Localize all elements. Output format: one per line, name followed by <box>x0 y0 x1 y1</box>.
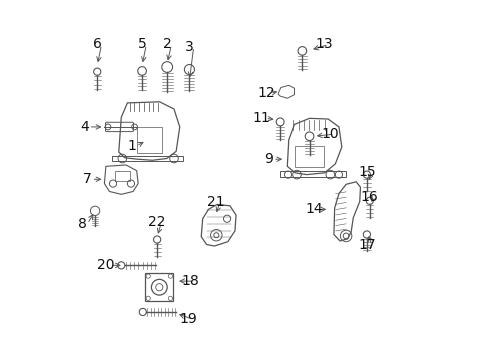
Text: 19: 19 <box>179 312 197 326</box>
Text: 15: 15 <box>359 165 376 179</box>
Text: 7: 7 <box>83 172 92 186</box>
Text: 22: 22 <box>148 215 166 229</box>
Text: 18: 18 <box>182 274 199 288</box>
Text: 3: 3 <box>185 40 194 54</box>
Text: 20: 20 <box>97 258 115 273</box>
Text: 4: 4 <box>80 120 89 134</box>
Text: 10: 10 <box>321 127 339 141</box>
Text: 2: 2 <box>163 37 172 51</box>
Text: 6: 6 <box>93 37 102 51</box>
Text: 5: 5 <box>138 37 147 51</box>
Bar <box>146 273 173 301</box>
Text: 14: 14 <box>305 202 323 216</box>
Text: 8: 8 <box>78 217 87 231</box>
Text: 16: 16 <box>361 190 379 204</box>
Text: 1: 1 <box>127 139 137 153</box>
Text: 21: 21 <box>207 195 224 209</box>
Text: 13: 13 <box>316 37 333 51</box>
Text: 12: 12 <box>257 86 274 100</box>
Text: 9: 9 <box>264 152 273 166</box>
Text: 11: 11 <box>252 111 270 125</box>
Text: 17: 17 <box>359 238 376 252</box>
